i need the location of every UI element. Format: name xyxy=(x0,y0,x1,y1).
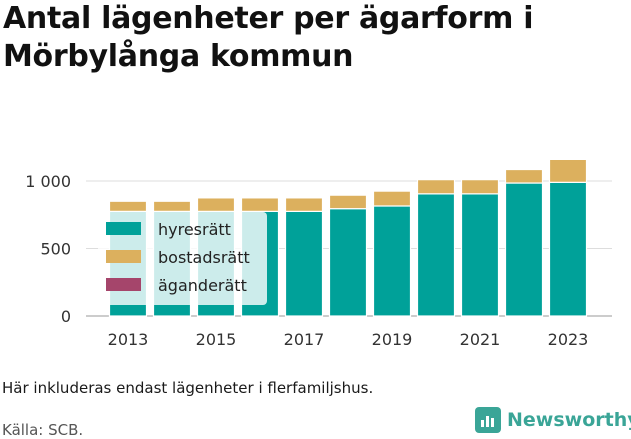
source-label: Källa: SCB. xyxy=(2,421,84,439)
stacked-bar-chart: 0 500 1 000 2013 2015 2017 2019 2021 2023 hyres… xyxy=(25,158,612,349)
bar-2016-1 xyxy=(240,197,280,212)
bar-2020-1 xyxy=(416,179,456,195)
bar-2018-0 xyxy=(328,208,368,317)
bar-2018-1 xyxy=(328,194,368,210)
legend-swatch-1 xyxy=(106,250,141,263)
y-tick-label: 500 xyxy=(40,240,71,259)
bar-2023-1 xyxy=(548,158,588,183)
legend-swatch-0 xyxy=(106,222,141,235)
footnote: Här inkluderas endast lägenheter i flerf… xyxy=(2,379,374,397)
legend-label: äganderätt xyxy=(158,276,247,295)
bar-2021-0 xyxy=(460,193,500,317)
bar-2015-1 xyxy=(196,197,236,212)
chart-title: Antal lägenheter per ägarform i Mörbylån… xyxy=(3,1,534,74)
x-tick-label: 2019 xyxy=(372,330,413,349)
y-axis-ticks: 0 500 1 000 xyxy=(25,172,71,326)
x-axis-ticks: 2013 2015 2017 2019 2021 2023 xyxy=(108,330,589,349)
bar-2022-1 xyxy=(504,168,544,184)
brand-logo[interactable]: Newsworthy xyxy=(475,407,631,433)
legend-swatch-2 xyxy=(106,278,141,291)
bar-2013-1 xyxy=(108,200,148,212)
bar-2017-0 xyxy=(284,210,324,317)
x-tick-label: 2021 xyxy=(460,330,501,349)
bar-2020-0 xyxy=(416,193,456,317)
bar-2022-0 xyxy=(504,182,544,317)
bar-2021-1 xyxy=(460,179,500,195)
bar-2014-1 xyxy=(152,200,192,212)
x-tick-label: 2023 xyxy=(548,330,589,349)
bar-2023-0 xyxy=(548,181,588,317)
brand-name: Newsworthy xyxy=(507,409,631,431)
x-tick-label: 2017 xyxy=(284,330,325,349)
x-tick-label: 2015 xyxy=(196,330,237,349)
y-tick-label: 0 xyxy=(61,307,71,326)
legend-label: hyresrätt xyxy=(158,220,231,239)
x-tick-label: 2013 xyxy=(108,330,149,349)
y-tick-label: 1 000 xyxy=(25,172,71,191)
newsworthy-logo-icon xyxy=(475,407,501,433)
bar-2017-1 xyxy=(284,197,324,212)
bar-2019-1 xyxy=(372,190,412,207)
bar-2019-0 xyxy=(372,205,412,317)
legend-label: bostadsrätt xyxy=(158,248,250,267)
legend: hyresrätt bostadsrätt äganderätt xyxy=(98,212,267,305)
